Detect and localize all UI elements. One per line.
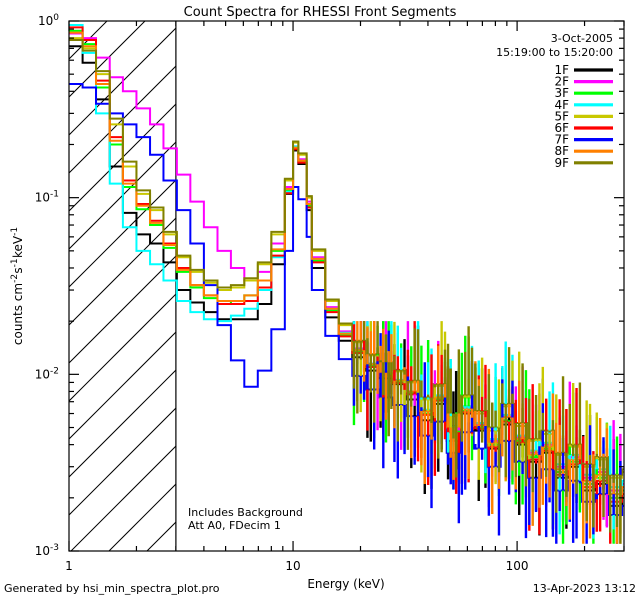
legend-label-1F: 1F	[554, 63, 569, 77]
legend-label-4F: 4F	[554, 98, 569, 112]
x-tick-label: 1	[65, 559, 73, 573]
series-7F	[69, 82, 624, 516]
x-tick-label: 100	[506, 559, 529, 573]
series-9F	[69, 39, 624, 476]
legend-label-6F: 6F	[554, 121, 569, 135]
background-note: Includes Background	[188, 506, 303, 519]
y-axis-label-text: counts cm-2 s-1 keV-1	[10, 227, 25, 345]
attenuator-note: Att A0, FDecim 1	[188, 519, 281, 532]
legend-label-5F: 5F	[554, 109, 569, 123]
legend-label-9F: 9F	[554, 156, 569, 170]
x-axis-ticks: 1 10 100	[65, 21, 625, 573]
legend-label-2F: 2F	[554, 75, 569, 89]
footer-timestamp: 13-Apr-2023 13:12	[533, 582, 636, 595]
legend-label-7F: 7F	[554, 133, 569, 147]
plot-frame	[68, 20, 625, 552]
x-axis-label: Energy (keV)	[307, 577, 384, 591]
page-title: Count Spectra for RHESSI Front Segments	[184, 5, 457, 20]
y-axis-label: counts cm-2 s-1 keV-1	[10, 227, 25, 345]
observation-date: 3-Oct-2005	[551, 32, 613, 45]
spectra-series-group	[69, 23, 624, 544]
legend-label-3F: 3F	[554, 86, 569, 100]
footer-generator: Generated by hsi_min_spectra_plot.pro	[4, 582, 220, 595]
series-noise-9F	[352, 321, 622, 544]
legend-label-8F: 8F	[554, 144, 569, 158]
x-tick-label: 10	[285, 559, 300, 573]
observation-time-range: 15:19:00 to 15:20:00	[496, 46, 613, 59]
